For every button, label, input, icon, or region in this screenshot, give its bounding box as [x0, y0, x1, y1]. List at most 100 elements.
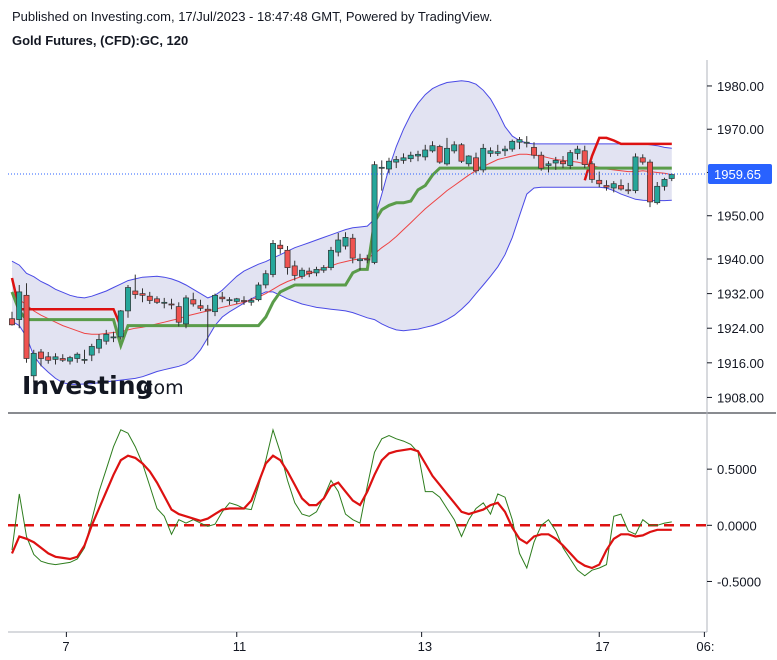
candle: [349, 233, 356, 264]
candle-body: [429, 145, 436, 152]
candle: [639, 154, 646, 165]
candle: [574, 145, 581, 160]
candle-body: [393, 159, 400, 163]
candle: [378, 160, 385, 191]
candle-body: [378, 166, 385, 169]
candle-body: [516, 139, 523, 143]
candle-body: [313, 269, 320, 274]
candle-body: [523, 141, 530, 144]
candle: [444, 137, 450, 166]
candle-body: [103, 333, 110, 342]
candle-body: [212, 294, 218, 313]
candle: [255, 282, 262, 302]
candle-body: [538, 154, 545, 169]
candle-body: [30, 352, 37, 377]
oscillator-pane[interactable]: [8, 427, 707, 577]
candle-body: [647, 161, 653, 203]
bollinger-upper-line: [11, 80, 672, 299]
logo-brand: Investing: [22, 371, 153, 400]
candle-body: [451, 144, 458, 152]
candle: [407, 151, 414, 163]
candle: [277, 240, 284, 254]
candle: [335, 233, 342, 257]
candle: [45, 352, 52, 364]
oscillator-tick-label: 0.0000: [717, 518, 757, 533]
candle-body: [255, 284, 262, 301]
candle: [88, 343, 95, 362]
candle: [233, 297, 240, 304]
oscillator-axis[interactable]: -0.5000 0.0000 0.5000: [707, 462, 761, 590]
candle-body: [299, 269, 305, 277]
candle-body: [349, 237, 356, 259]
candle: [603, 180, 610, 191]
candles: [9, 136, 675, 383]
time-tick-label: 13: [418, 639, 432, 654]
candle: [342, 232, 349, 250]
candle: [393, 156, 400, 169]
candle: [625, 182, 632, 195]
candle: [30, 349, 37, 383]
candle-body: [226, 299, 233, 302]
candle: [183, 295, 189, 329]
published-caption: Published on Investing.com, 17/Jul/2023 …: [12, 9, 493, 24]
kijun-line: [10, 166, 672, 351]
price-pane[interactable]: Investing .com: [8, 80, 707, 400]
candle-body: [625, 189, 632, 192]
time-axis[interactable]: 7 11 13 17 06:: [62, 632, 714, 654]
candle: [610, 181, 617, 193]
candle-body: [328, 249, 334, 268]
candle: [132, 274, 139, 299]
candle-body: [589, 163, 595, 180]
oscillator-fast-line: [11, 427, 672, 577]
candle: [589, 161, 595, 183]
candle-body: [139, 293, 146, 296]
candle: [552, 156, 559, 170]
candle-body: [291, 265, 298, 276]
candle-body: [342, 237, 349, 247]
candle: [204, 304, 211, 346]
candle: [465, 155, 472, 167]
candle: [103, 329, 110, 345]
candle-body: [357, 258, 363, 262]
candle-body: [458, 144, 465, 162]
candle: [523, 136, 530, 148]
candle: [386, 157, 392, 174]
candle: [545, 161, 552, 173]
candle-body: [204, 308, 211, 312]
candle: [125, 285, 131, 318]
candle-body: [219, 296, 226, 300]
logo-suffix: .com: [137, 377, 184, 399]
candle: [560, 156, 566, 169]
candle-body: [371, 164, 378, 263]
candle: [436, 144, 443, 164]
candle-body: [110, 336, 117, 339]
candle: [117, 310, 124, 340]
oscillator-slow-line: [10, 447, 672, 570]
candle: [219, 291, 226, 303]
candle: [262, 270, 269, 289]
candle-body: [581, 150, 588, 165]
candle: [487, 147, 494, 157]
candle-body: [241, 300, 247, 302]
last-price-tag-bg: [708, 164, 772, 184]
candle-body: [175, 306, 182, 323]
candle-body: [335, 239, 342, 253]
candle: [248, 297, 255, 306]
candle-body: [45, 356, 52, 361]
candle-body: [574, 148, 581, 154]
candle: [16, 285, 23, 329]
candle-body: [38, 351, 44, 359]
candle: [661, 177, 668, 191]
candle: [161, 297, 168, 309]
price-axis[interactable]: 1908.00 1916.00 1924.00 1932.00 1940.00 1950.…: [707, 79, 764, 405]
candle: [632, 153, 639, 194]
price-tick-label: 1932.00: [717, 287, 764, 302]
candle-body: [96, 339, 102, 349]
candle: [175, 302, 182, 327]
price-tick-label: 1916.00: [717, 356, 764, 371]
candle: [38, 349, 44, 367]
candle: [364, 254, 371, 264]
candle-body: [277, 244, 284, 250]
candle: [647, 159, 653, 208]
